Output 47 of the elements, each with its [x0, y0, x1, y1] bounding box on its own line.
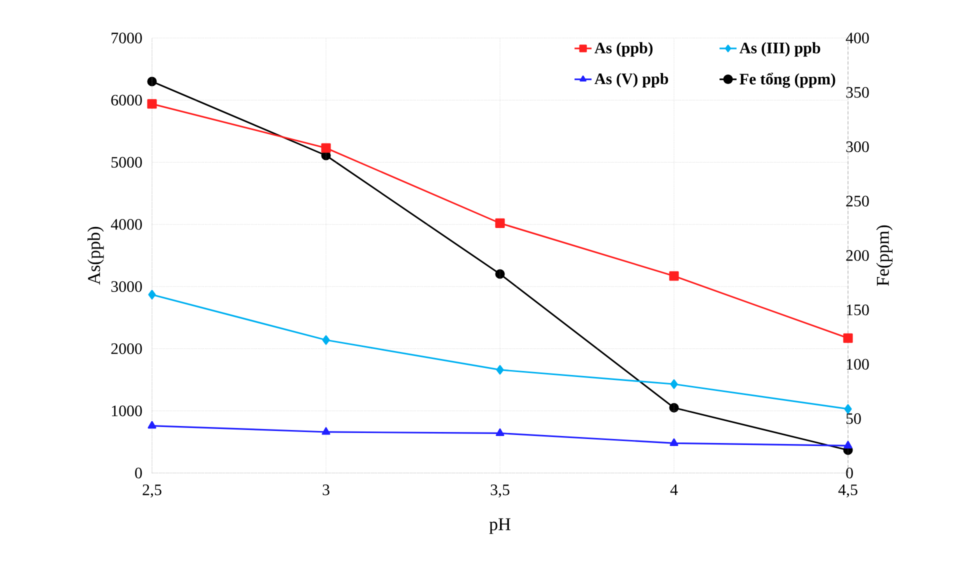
x-tick-label: 3,5: [490, 484, 510, 498]
point: [843, 333, 853, 343]
y2-tick-label: 200: [846, 250, 869, 261]
point: [844, 404, 852, 414]
point: [322, 335, 330, 345]
point: [670, 379, 678, 389]
y-tick-label: 7000: [112, 32, 142, 44]
legend-label: As (V) ppb: [594, 72, 668, 88]
point: [669, 271, 679, 281]
point: [844, 440, 852, 448]
legend-label: As (ppb): [594, 42, 653, 57]
y-tick-label: 4000: [110, 219, 142, 230]
point: [669, 402, 679, 413]
y-tick-label: 3000: [111, 281, 142, 292]
point: [148, 420, 156, 429]
point: [496, 428, 504, 436]
x-tick-label: 2,5: [142, 484, 162, 498]
point: [495, 269, 505, 279]
point: [496, 365, 504, 375]
y2-axis-title: Fe(ppm): [876, 225, 893, 286]
y2-tick-label: 0: [846, 468, 853, 478]
y2-tick-label: 250: [846, 196, 869, 206]
point: [148, 290, 156, 300]
point: [147, 76, 157, 86]
y2-tick-label: 350: [846, 87, 869, 98]
y-tick-label: 5000: [112, 156, 142, 168]
x-tick-label: 3: [322, 484, 330, 496]
y-tick-label: 1000: [112, 405, 142, 416]
y-axis-title: As(ppb): [87, 226, 104, 285]
point: [321, 143, 331, 153]
x-tick-label: 4: [670, 484, 678, 496]
y2-tick-label: 50: [846, 413, 861, 424]
y2-tick-label: 400: [846, 32, 869, 44]
point: [670, 438, 678, 446]
y2-tick-label: 300: [846, 141, 869, 152]
y2-tick-label: 150: [846, 304, 869, 316]
point: [495, 218, 505, 228]
y2-tick-label: 100: [846, 358, 869, 370]
point: [322, 427, 330, 435]
legend-label: As (III) ppb: [740, 42, 820, 57]
legend-label: Fe tổng (ppm): [740, 72, 836, 88]
y-tick-label: 2000: [111, 343, 142, 354]
x-tick-label: 4,5: [838, 484, 858, 498]
x-axis-title: pH: [489, 518, 510, 534]
y-tick-label: 0: [135, 468, 142, 478]
point: [147, 99, 157, 109]
y-tick-label: 6000: [111, 94, 142, 106]
